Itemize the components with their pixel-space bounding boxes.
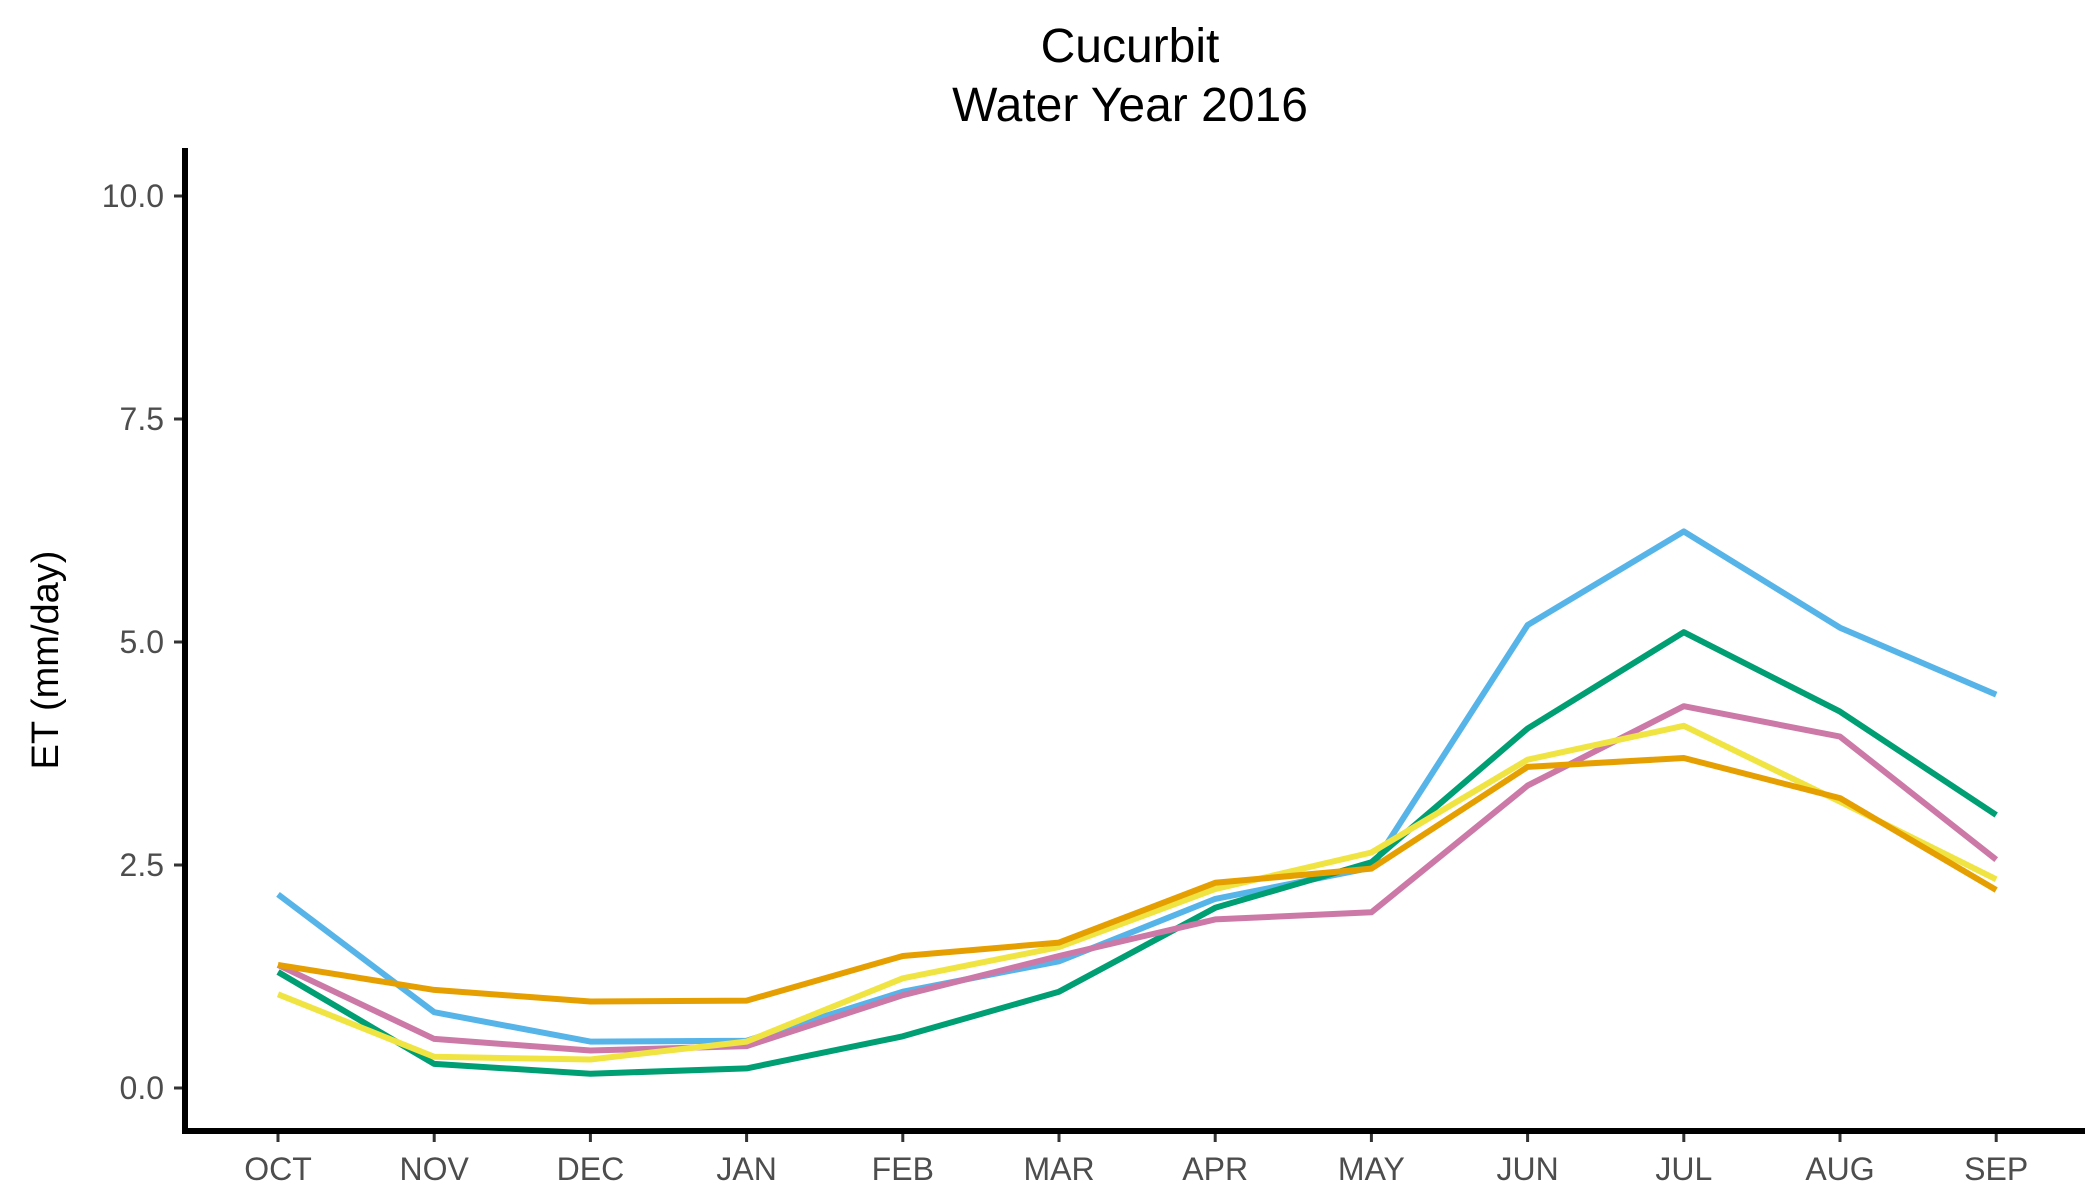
x-tick-label: AUG [1805,1151,1874,1187]
series-line [276,722,1998,1063]
series-line [276,528,1998,1045]
series-lines [276,528,1999,1077]
chart-subtitle: Water Year 2016 [952,79,1308,132]
x-tick-label: DEC [557,1151,625,1187]
x-tick-label: JUL [1655,1151,1712,1187]
x-tick-label: OCT [244,1151,312,1187]
x-tick-label: FEB [872,1151,934,1187]
series-line [277,755,1998,1005]
x-tick-label: APR [1182,1151,1248,1187]
chart-title: Cucurbit [1041,20,1220,73]
y-axis-title: ET (mm/day) [25,551,67,770]
x-tick-label: MAY [1338,1151,1405,1187]
y-tick-label: 5.0 [120,624,164,660]
x-tick-label: SEP [1964,1151,2028,1187]
y-axis-ticks: 0.0 2.5 5.0 7.5 10.0 [102,178,185,1106]
series-line [276,703,1999,1054]
x-axis-ticks: OCT NOV DEC JAN FEB MAR APR MAY JUN JUL AUG SEP [244,1131,2028,1187]
y-tick-label: 10.0 [102,178,164,214]
x-tick-label: MAR [1023,1151,1094,1187]
y-tick-label: 2.5 [120,847,164,883]
x-tick-label: NOV [400,1151,470,1187]
y-tick-label: 0.0 [120,1070,164,1106]
series-line [276,629,1998,1077]
x-tick-label: JUN [1496,1151,1558,1187]
x-tick-label: JAN [716,1151,776,1187]
y-tick-label: 7.5 [120,401,164,437]
